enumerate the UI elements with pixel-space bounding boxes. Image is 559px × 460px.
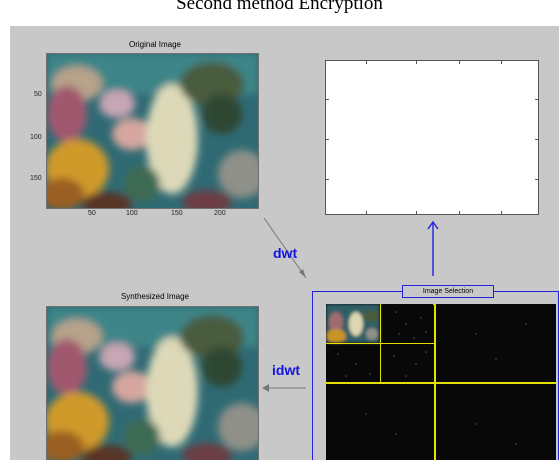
window-title: Second method Encryption bbox=[176, 0, 383, 14]
image-selection-title: Image Selection bbox=[402, 285, 494, 298]
tick-mark bbox=[366, 211, 367, 214]
up-arrow-icon bbox=[427, 220, 439, 276]
empty-axes bbox=[325, 60, 539, 215]
original-image-art bbox=[47, 54, 258, 208]
ytick-label: 100 bbox=[30, 134, 42, 141]
ytick-label: 150 bbox=[30, 175, 42, 182]
synthesized-image-art bbox=[47, 307, 258, 460]
tick-mark bbox=[326, 179, 329, 180]
idwt-label: idwt bbox=[272, 362, 300, 378]
dwt-coefficients-image[interactable] bbox=[326, 304, 556, 460]
synthesized-image bbox=[46, 306, 259, 460]
xtick-label: 200 bbox=[214, 210, 226, 217]
tick-mark bbox=[416, 61, 417, 64]
tick-mark bbox=[535, 139, 538, 140]
ytick-label: 50 bbox=[34, 91, 42, 98]
figure-panel: Original Image bbox=[10, 26, 559, 460]
idwt-arrow-icon bbox=[262, 384, 306, 392]
tick-mark bbox=[459, 211, 460, 214]
tick-mark bbox=[501, 61, 502, 64]
xtick-label: 50 bbox=[88, 210, 96, 217]
original-image bbox=[46, 53, 259, 209]
tick-mark bbox=[501, 211, 502, 214]
grid-line bbox=[326, 382, 556, 384]
tick-mark bbox=[535, 99, 538, 100]
tick-mark bbox=[459, 61, 460, 64]
dwt-label: dwt bbox=[273, 245, 298, 261]
original-image-title: Original Image bbox=[128, 40, 182, 49]
tick-mark bbox=[326, 99, 329, 100]
xtick-label: 100 bbox=[126, 210, 138, 217]
xtick-label: 150 bbox=[171, 210, 183, 217]
tick-mark bbox=[366, 61, 367, 64]
grid-line bbox=[433, 304, 435, 305]
dwt-arrow-icon bbox=[263, 217, 307, 279]
tick-mark bbox=[416, 211, 417, 214]
dwt-approximation-art bbox=[326, 304, 527, 445]
tick-mark bbox=[326, 139, 329, 140]
tick-mark bbox=[535, 179, 538, 180]
grid-line bbox=[326, 343, 434, 344]
synthesized-image-title: Synthesized Image bbox=[120, 292, 190, 301]
